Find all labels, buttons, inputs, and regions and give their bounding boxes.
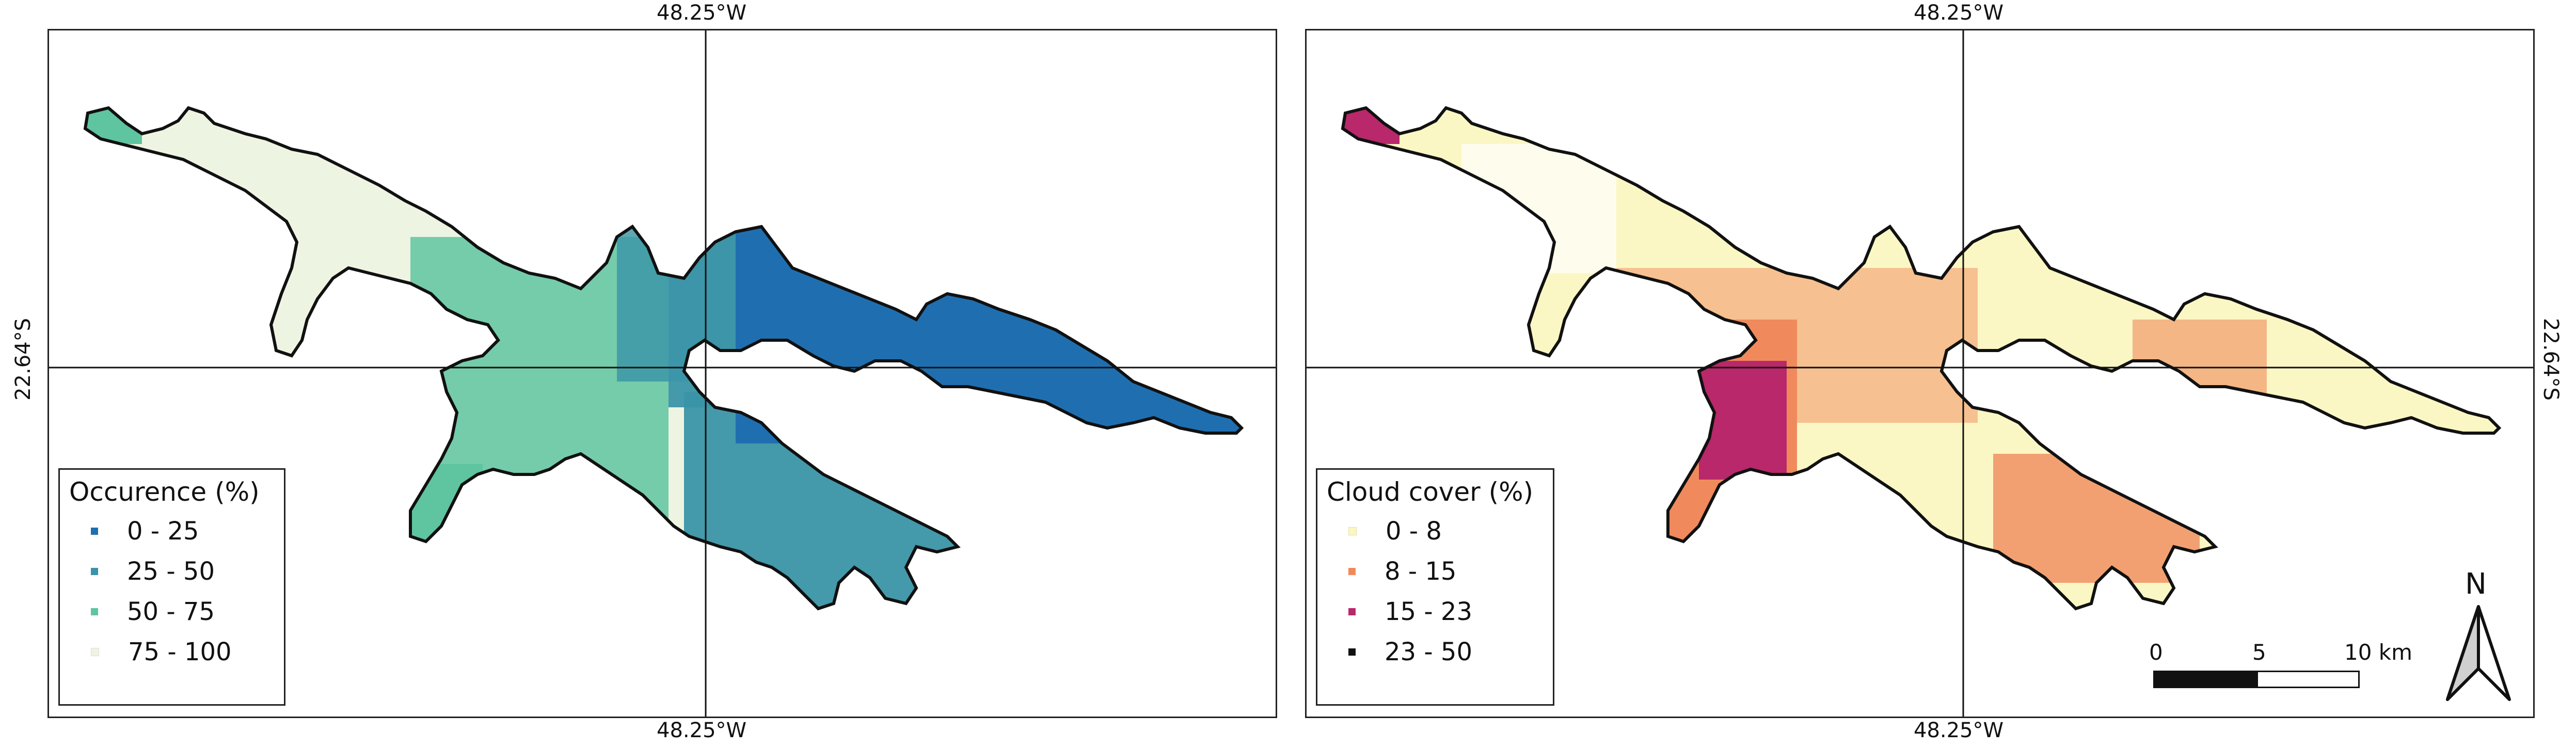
legend-item: 23 - 50 [1327,632,1544,672]
scale-label-5: 5 [2252,640,2266,665]
legend-item: 50 - 75 [69,592,275,632]
legend-swatch [91,528,98,535]
north-arrow: N [2442,567,2515,702]
legend-item: 25 - 50 [69,551,275,592]
legend-item: 0 - 25 [69,511,275,551]
bottom-longitude-left: 48.25°W [657,719,747,742]
right-latitude: 22.64°S [2539,318,2563,401]
legend-swatch [91,608,98,615]
legend-label: 8 - 15 [1385,557,1457,586]
legend-label: 25 - 50 [127,557,215,586]
legend-label: 23 - 50 [1385,638,1472,666]
legend-item: 0 - 8 [1327,511,1544,551]
legend-label: 15 - 23 [1385,597,1472,626]
scale-bar-black-segment [2153,671,2256,688]
legend-item: 8 - 15 [1327,551,1544,592]
legend-swatch [91,568,98,575]
top-longitude-left: 48.25°W [657,1,747,25]
cloud-cover-legend: Cloud cover (%) 0 - 8 8 - 15 15 - 23 23 … [1316,468,1554,706]
cloud-cover-map [1307,30,2533,717]
legend-swatch [1348,608,1356,615]
occurrence-map-panel: Occurence (%) 0 - 25 25 - 50 50 - 75 75 … [47,29,1277,718]
legend-swatch [91,648,99,656]
scale-bar-white-segment [2256,671,2360,688]
legend-swatch [1348,527,1357,535]
north-label: N [2465,567,2487,601]
legend-swatch [1348,648,1356,656]
bottom-longitude-right: 48.25°W [1914,719,2004,742]
legend-label: 0 - 25 [127,517,199,546]
legend-title: Occurence (%) [69,477,260,507]
legend-title: Cloud cover (%) [1327,477,1534,507]
legend-label: 75 - 100 [128,638,232,666]
scale-label-10: 10 km [2344,640,2413,665]
legend-swatch [1348,568,1356,575]
scale-label-0: 0 [2149,640,2163,665]
occurrence-legend: Occurence (%) 0 - 25 25 - 50 50 - 75 75 … [58,468,285,706]
cloud-cover-map-panel: Cloud cover (%) 0 - 8 8 - 15 15 - 23 23 … [1305,29,2535,718]
legend-label: 0 - 8 [1386,517,1442,546]
legend-label: 50 - 75 [127,597,215,626]
scale-bar: 0 5 10 km [2149,640,2412,691]
legend-item: 75 - 100 [69,632,275,672]
occurrence-map [49,30,1276,717]
left-latitude: 22.64°S [11,318,35,401]
legend-item: 15 - 23 [1327,592,1544,632]
north-arrow-icon [2446,605,2511,701]
top-longitude-right: 48.25°W [1914,1,2004,25]
